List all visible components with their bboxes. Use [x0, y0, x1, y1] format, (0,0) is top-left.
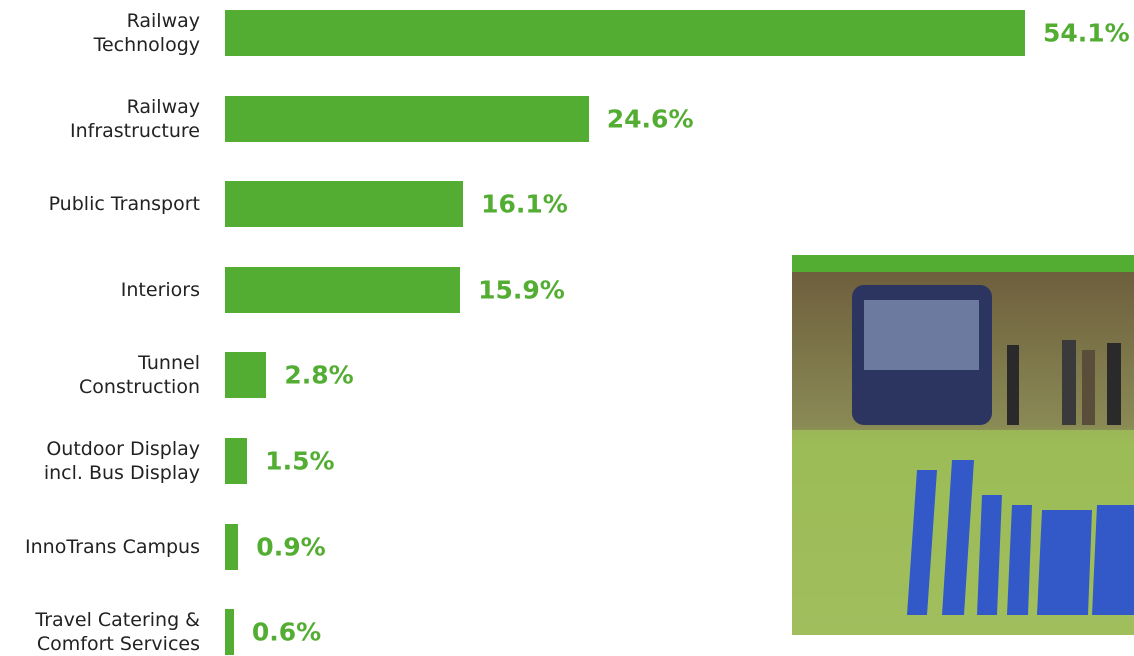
bar — [225, 523, 239, 570]
value-label: 2.8% — [284, 360, 354, 390]
value-label: 24.6% — [606, 104, 694, 134]
category-label: Outdoor Display incl. Bus Display — [43, 438, 200, 484]
value-label: 16.1% — [481, 189, 568, 219]
value-label: 1.5% — [265, 446, 335, 476]
category-label: Public Transport — [48, 193, 200, 216]
category-label: InnoTrans Campus — [25, 535, 200, 558]
bar — [225, 181, 464, 228]
bar — [225, 10, 1025, 56]
photo — [792, 255, 1134, 635]
category-label: Interiors — [120, 278, 200, 301]
value-label: 0.6% — [251, 617, 322, 647]
bar — [225, 352, 267, 399]
bar — [225, 95, 589, 142]
bar — [225, 438, 248, 484]
value-label: 15.9% — [478, 275, 565, 305]
bar — [225, 609, 234, 656]
value-label: 0.9% — [256, 532, 326, 562]
category-label: Travel Catering & Comfort Services — [35, 609, 200, 656]
value-label: 54.1% — [1043, 18, 1130, 48]
category-label: Railway Technology — [93, 10, 200, 56]
category-label: Railway Infrastructure — [69, 95, 200, 142]
category-label: Tunnel Construction — [79, 352, 200, 399]
bar — [225, 266, 461, 313]
